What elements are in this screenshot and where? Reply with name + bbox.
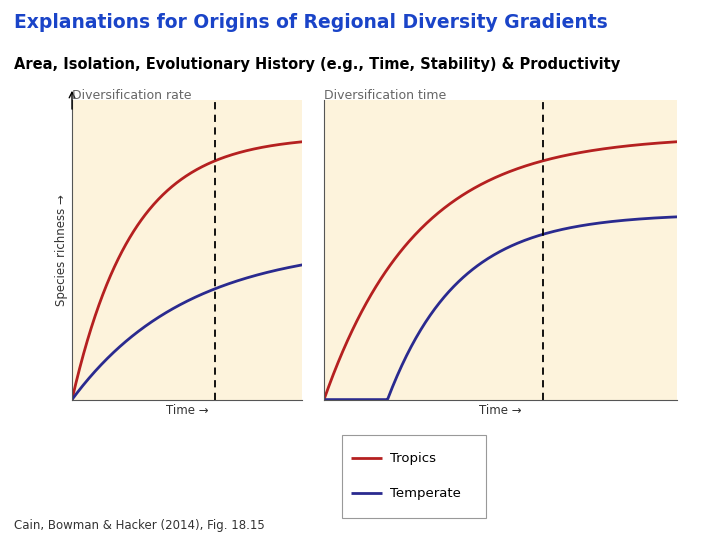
Text: Tropics: Tropics [390,451,436,464]
Text: Diversification rate: Diversification rate [72,89,192,102]
Y-axis label: Species richness →: Species richness → [55,194,68,306]
X-axis label: Time →: Time → [166,404,209,417]
Text: Explanations for Origins of Regional Diversity Gradients: Explanations for Origins of Regional Div… [14,14,608,32]
Text: Temperate: Temperate [390,487,460,500]
Text: Cain, Bowman & Hacker (2014), Fig. 18.15: Cain, Bowman & Hacker (2014), Fig. 18.15 [14,519,265,532]
Text: Area, Isolation, Evolutionary History (e.g., Time, Stability) & Productivity: Area, Isolation, Evolutionary History (e… [14,57,621,72]
Text: Diversification time: Diversification time [324,89,446,102]
X-axis label: Time →: Time → [479,404,522,417]
FancyBboxPatch shape [342,435,486,518]
